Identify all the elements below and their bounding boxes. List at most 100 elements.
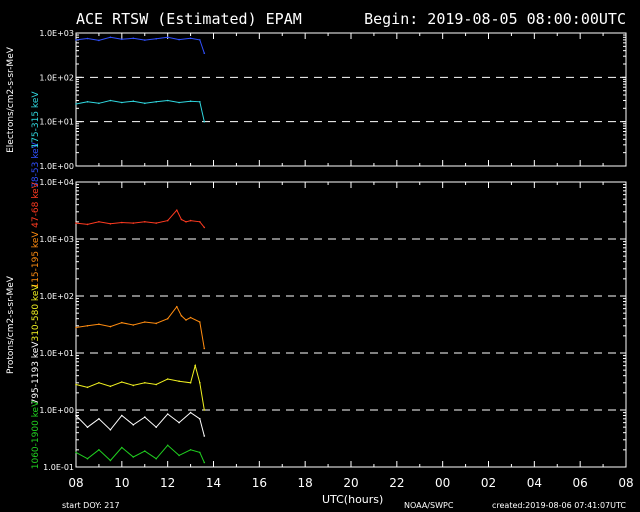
x-tick-label: 04	[527, 476, 542, 490]
x-tick-label: 22	[389, 476, 404, 490]
data-point	[109, 325, 112, 328]
source-label: NOAA/SWPC	[404, 501, 454, 510]
data-point	[178, 454, 180, 457]
data-point	[132, 384, 135, 387]
data-point	[178, 380, 180, 383]
data-point	[178, 421, 180, 424]
data-point	[166, 444, 169, 447]
data-point	[166, 413, 169, 415]
data-point	[185, 221, 187, 223]
legend-p795: 795-1193 keV	[31, 341, 41, 405]
data-point	[155, 222, 157, 224]
data-point	[155, 426, 157, 429]
proton-ytick-label: 1.0E+00	[39, 406, 74, 415]
chart-title: ACE RTSW (Estimated) EPAM	[76, 10, 302, 28]
data-point	[144, 39, 146, 41]
x-tick-label: 00	[435, 476, 450, 490]
proton-ytick-label: 1.0E+01	[39, 349, 74, 358]
proton-panel: 1.0E-01 1.0E+00 1.0E+01 1.0E+02 1.0E+03 1.0E+…	[39, 178, 627, 472]
data-point	[203, 461, 206, 464]
data-point	[185, 319, 187, 321]
data-point	[189, 219, 192, 222]
data-point	[86, 101, 89, 103]
data-point	[98, 221, 100, 223]
series-795-1193-kev	[75, 411, 205, 437]
x-tick-label: 02	[481, 476, 496, 490]
data-point	[109, 385, 112, 388]
legend-p310: 310-580 keV	[31, 284, 41, 342]
electron-ylabel: Electrons/cm2-s-sr-MeV	[6, 46, 16, 153]
electron-ytick-label: 1.0E+02	[39, 73, 74, 82]
x-tick-label: 08	[68, 476, 83, 490]
x-tick-labels: 08 10 12 14 16 18 20 22 00 02 04 06 08	[68, 476, 633, 490]
data-point	[166, 378, 169, 380]
data-point	[98, 382, 100, 384]
x-tick-label: 06	[573, 476, 588, 490]
series-38-53-kev	[75, 36, 205, 54]
data-point	[203, 347, 206, 350]
data-point	[121, 414, 123, 417]
legend-p115: 115-195 keV	[31, 231, 41, 289]
data-point	[176, 209, 178, 211]
x-tick-label: 12	[160, 476, 175, 490]
x-tick-label: 14	[206, 476, 221, 490]
data-point	[132, 222, 135, 224]
legend-e38: 38-53 keV	[31, 141, 41, 187]
data-point	[98, 449, 100, 451]
data-point	[155, 38, 157, 40]
data-point	[189, 100, 192, 102]
data-point	[189, 37, 192, 40]
electron-frame	[75, 32, 627, 167]
data-point	[144, 102, 146, 105]
data-point	[203, 226, 206, 229]
electron-panel: 1.0E+00 1.0E+01 1.0E+02 1.0E+03	[39, 29, 627, 171]
data-point	[132, 424, 135, 426]
x-tick-label: 10	[114, 476, 129, 490]
legend-p47: 47-68 keV	[31, 181, 41, 227]
data-point	[132, 37, 135, 40]
proton-ylabel: Protons/cm2-s-sr-MeV	[6, 275, 16, 374]
legend-e175: 175-315 keV	[31, 91, 41, 149]
data-point	[203, 435, 206, 437]
series-1060-1900-kev	[75, 444, 205, 463]
series-175-315-kev	[75, 99, 205, 122]
data-point	[189, 449, 192, 451]
data-point	[109, 99, 112, 102]
data-point	[166, 219, 169, 222]
data-point	[86, 223, 89, 226]
data-point	[121, 101, 123, 104]
data-point	[166, 99, 169, 102]
data-point	[132, 324, 135, 326]
data-point	[155, 383, 157, 386]
data-point	[75, 414, 77, 417]
data-point	[189, 411, 192, 414]
data-point	[199, 321, 201, 323]
data-point	[98, 102, 100, 105]
created-time: created:2019-08-06 07:41:07UTC	[492, 501, 626, 510]
data-point	[203, 52, 206, 54]
data-point	[132, 100, 135, 102]
data-point	[86, 386, 89, 389]
data-point	[199, 221, 201, 223]
legend-p1060: 1060-1900 keV	[31, 400, 41, 469]
begin-time: Begin: 2019-08-05 08:00:00UTC	[364, 10, 626, 28]
proton-ytick-label: 1.0E+04	[39, 178, 74, 187]
data-point	[86, 426, 89, 429]
data-point	[86, 325, 89, 327]
data-point	[176, 305, 178, 308]
data-point	[180, 218, 183, 221]
electron-ytick-label: 1.0E+01	[39, 118, 74, 127]
data-point	[132, 456, 135, 458]
data-point	[155, 322, 157, 325]
proton-ytick-label: 1.0E+02	[39, 292, 74, 301]
data-point	[121, 446, 123, 449]
data-point	[180, 315, 183, 317]
data-point	[109, 36, 112, 39]
data-point	[98, 418, 100, 420]
data-point	[86, 37, 89, 40]
series-47-68-kev	[75, 209, 205, 228]
data-point	[75, 103, 77, 105]
data-point	[75, 451, 77, 454]
x-tick-label: 16	[252, 476, 267, 490]
data-point	[75, 222, 77, 224]
